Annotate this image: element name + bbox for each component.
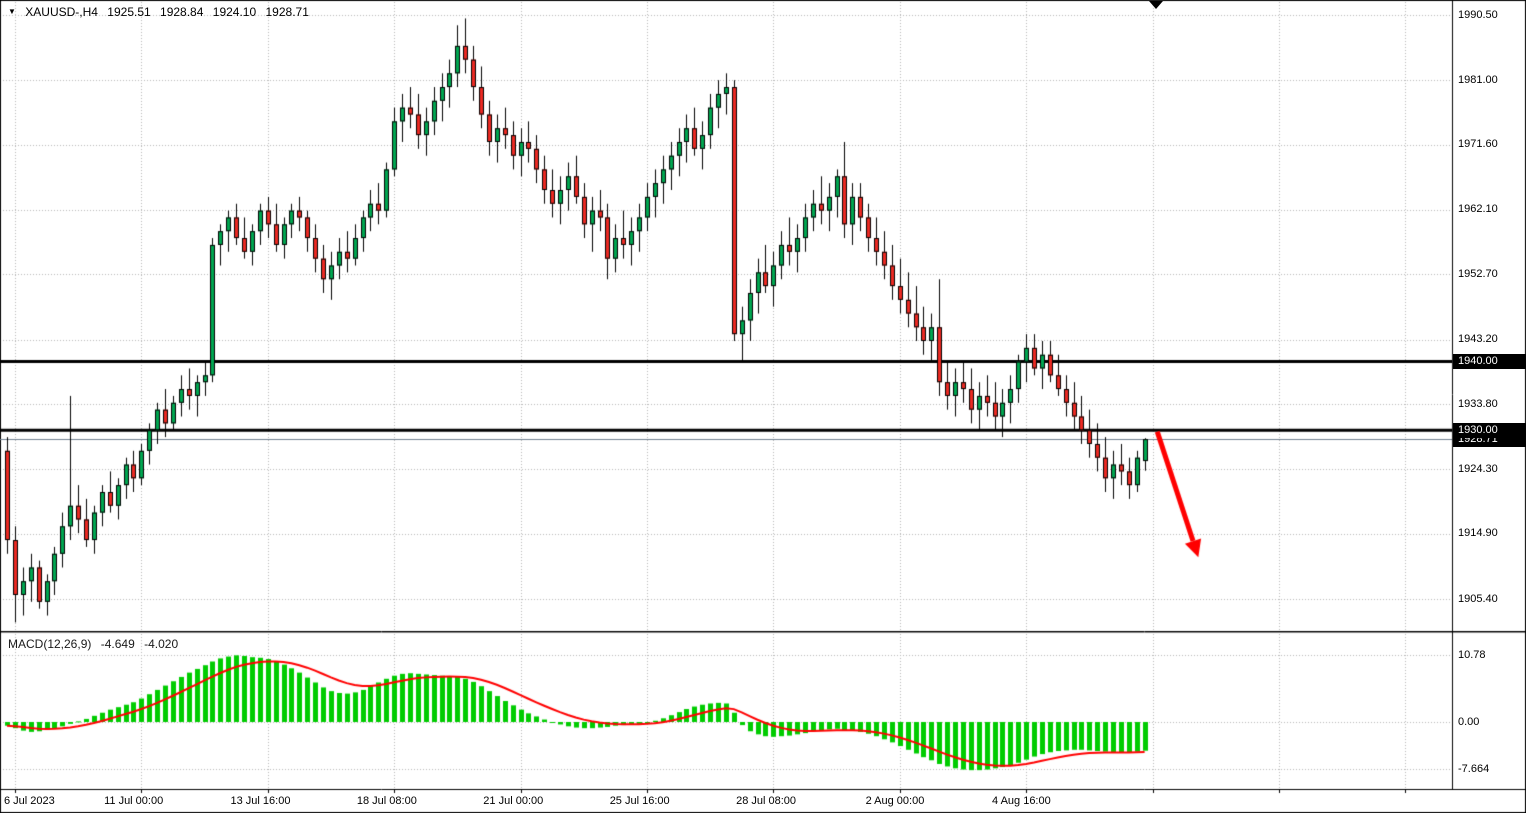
time-axis-label: 4 Aug 16:00: [992, 795, 1051, 807]
macd-signal-value: -4.020: [144, 637, 179, 651]
time-axis-label: 28 Jul 08:00: [736, 795, 797, 807]
price-axis-label: 1924.30: [1458, 462, 1498, 475]
macd-label: MACD(12,26,9): [8, 637, 92, 651]
symbol-period-label: XAUUSD-,H4: [25, 5, 98, 19]
macd-main-value: -4.649: [100, 637, 135, 651]
price-axis-label: 1952.70: [1458, 267, 1498, 280]
price-axis-label: 1981.00: [1458, 73, 1498, 86]
price-axis-label: 1914.90: [1458, 527, 1498, 540]
time-axis[interactable]: 6 Jul 2023 11 Jul 00:00 13 Jul 16:00 18 Jul…: [0, 789, 1526, 813]
high-value: 1928.84: [160, 5, 204, 19]
macd-axis-label: 0.00: [1458, 715, 1480, 728]
low-value: 1924.10: [212, 5, 257, 19]
time-axis-label: 21 Jul 00:00: [483, 795, 544, 807]
time-axis-label: 6 Jul 2023: [4, 795, 55, 807]
price-axis-label: 1905.40: [1458, 592, 1498, 605]
price-axis-label: 1943.20: [1458, 333, 1498, 346]
macd-axis-label: -7.664: [1458, 762, 1490, 775]
level-badge-1930.00: 1930.00: [1453, 422, 1526, 438]
time-axis-label: 18 Jul 08:00: [356, 795, 417, 807]
chevron-down-icon[interactable]: ▼: [8, 7, 16, 16]
price-axis[interactable]: 1990.50 1981.00 1971.60 1962.10 1952.70 1943.…: [1453, 0, 1526, 789]
price-axis-label: 1962.10: [1458, 203, 1498, 216]
level-badge-1940.00: 1940.00: [1453, 354, 1526, 370]
macd-axis-label: 10.78: [1458, 648, 1486, 661]
time-axis-label: 11 Jul 00:00: [104, 795, 164, 807]
time-axis-label: 2 Aug 00:00: [865, 795, 925, 807]
chart-shift-marker-icon[interactable]: [1149, 1, 1163, 9]
price-axis-label: 1971.60: [1458, 138, 1498, 151]
price-axis-label: 1990.50: [1458, 8, 1498, 21]
time-axis-label: 25 Jul 16:00: [609, 795, 670, 807]
open-value: 1925.51: [107, 5, 151, 19]
macd-indicator-info: MACD(12,26,9) -4.649 -4.020: [8, 637, 184, 651]
close-value: 1928.71: [265, 5, 309, 19]
chart-ohlc-info: ▼ XAUUSD-,H4 1925.51 1928.84 1924.10 192…: [8, 5, 315, 19]
time-axis-label: 13 Jul 16:00: [230, 795, 291, 807]
price-axis-label: 1933.80: [1458, 397, 1498, 410]
